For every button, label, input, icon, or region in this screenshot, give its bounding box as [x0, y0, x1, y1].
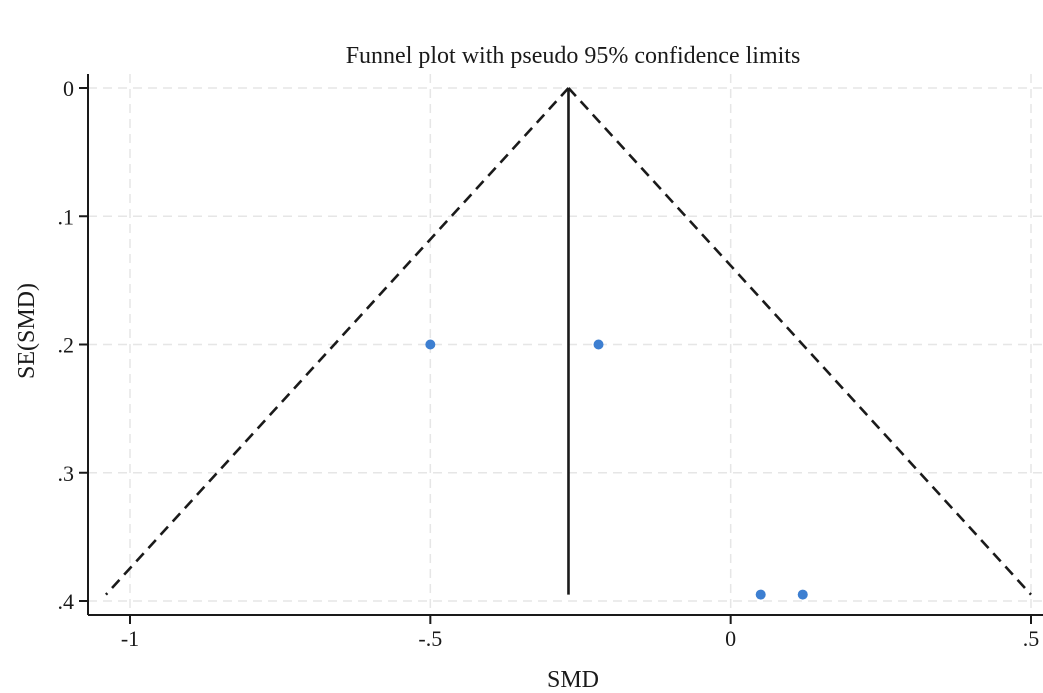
- y-tick-label: 0: [63, 76, 74, 101]
- study-point: [797, 589, 808, 600]
- y-tick-label: .1: [58, 204, 75, 229]
- ci-limit-right: [567, 87, 1032, 596]
- x-axis-label: SMD: [547, 667, 599, 693]
- study-point: [425, 339, 436, 350]
- study-point: [755, 589, 766, 600]
- x-tick-label: -1: [121, 626, 139, 651]
- study-point: [593, 339, 604, 350]
- x-tick-label: -.5: [418, 626, 442, 651]
- x-tick-label: 0: [725, 626, 736, 651]
- ci-limit-left: [105, 87, 570, 596]
- study-points: [425, 339, 808, 600]
- y-tick-label: .4: [58, 589, 75, 614]
- chart-title: Funnel plot with pseudo 95% confidence l…: [346, 43, 801, 69]
- y-tick-label: .2: [58, 333, 75, 358]
- y-tick-label: .3: [58, 461, 75, 486]
- grid-lines: [88, 74, 1043, 615]
- y-axis-label: SE(SMD): [14, 283, 40, 379]
- pseudo-ci-funnel: [105, 87, 1032, 596]
- axis-ticks: 0 .1 .2 .3 .4 -1 -.5 0 .5: [58, 76, 1040, 651]
- x-tick-label: .5: [1023, 626, 1040, 651]
